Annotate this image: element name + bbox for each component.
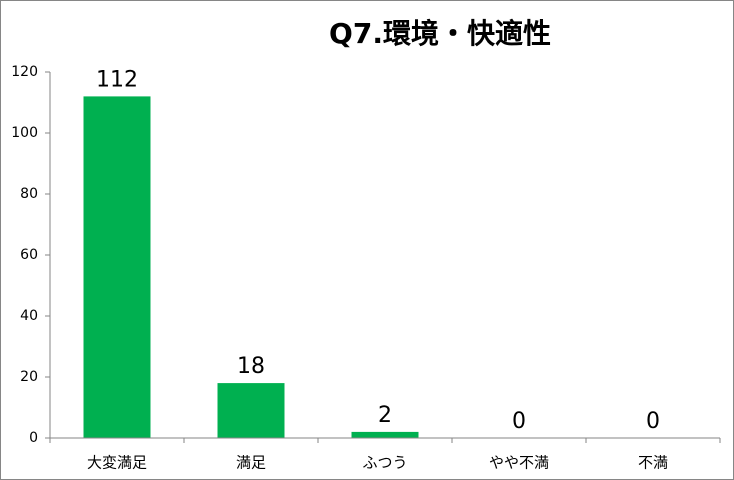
data-label: 0 [512,409,526,434]
chart-title: Q7.環境・快適性 [329,17,551,50]
data-label: 112 [96,67,138,92]
x-tick-label: ふつう [362,454,407,472]
y-tick-label: 120 [11,64,38,80]
y-tick-label: 20 [20,369,38,385]
data-label: 0 [646,409,660,434]
data-label: 2 [378,403,392,428]
x-tick-label: 満足 [236,454,266,472]
y-tick-label: 100 [11,125,38,141]
data-label: 18 [237,354,265,379]
y-tick-label: 40 [20,308,38,324]
y-tick-label: 0 [29,430,38,446]
x-tick-label: 大変満足 [87,454,147,472]
y-tick-label: 60 [20,247,38,263]
bar [83,96,151,439]
x-tick-label: やや不満 [489,454,549,472]
y-tick-label: 80 [20,186,38,202]
bar [217,383,285,438]
x-tick-label: 不満 [638,454,668,472]
bar [351,431,419,438]
